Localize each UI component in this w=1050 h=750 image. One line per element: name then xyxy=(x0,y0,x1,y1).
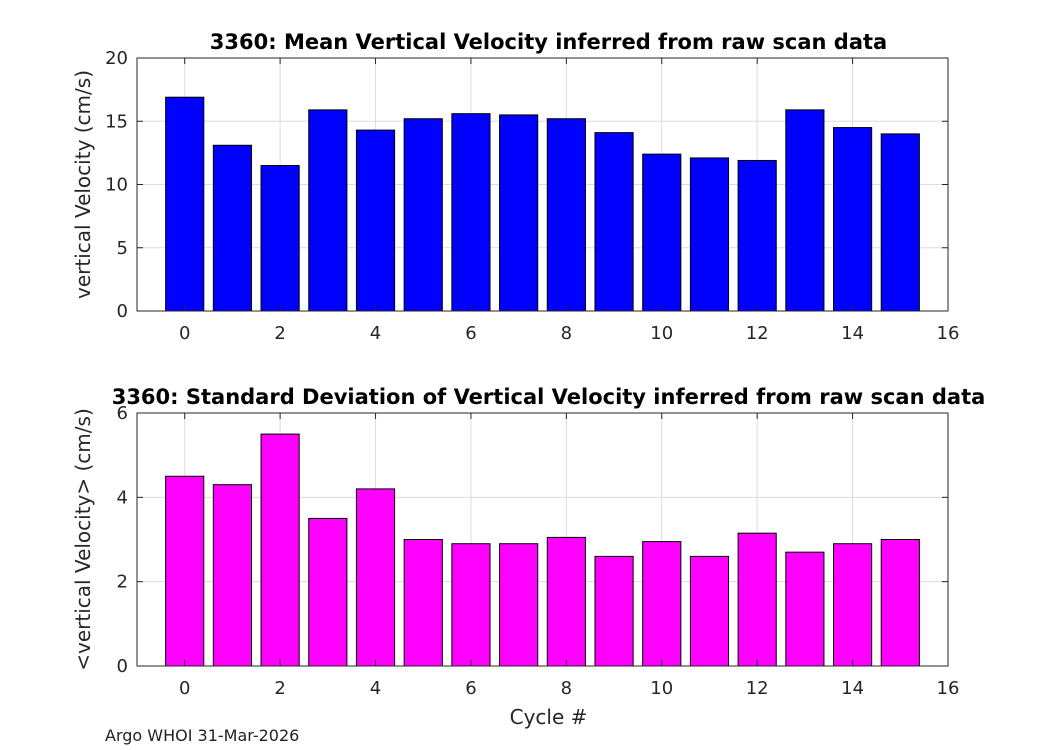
bar-cycle-5 xyxy=(403,118,443,312)
x-tick-label: 12 xyxy=(746,323,769,344)
y-tick-label: 0 xyxy=(117,301,128,322)
bar-cycle-8 xyxy=(546,536,586,667)
x-tick-label: 0 xyxy=(179,323,190,344)
x-tick-label: 14 xyxy=(841,323,864,344)
bar-cycle-14 xyxy=(833,127,873,312)
bar-cycle-0 xyxy=(165,475,205,667)
y-tick-label: 15 xyxy=(105,111,128,132)
bar-cycle-9 xyxy=(594,132,634,312)
bar-cycle-13 xyxy=(785,109,825,312)
bar-cycle-0 xyxy=(165,96,205,312)
bar-cycle-4 xyxy=(355,129,396,312)
bar-cycle-6 xyxy=(451,543,491,667)
y-tick-label: 6 xyxy=(117,403,128,424)
y-tick-label: 4 xyxy=(117,487,128,508)
bar-cycle-2 xyxy=(260,165,300,312)
bar-cycle-10 xyxy=(642,541,682,667)
y-tick-label: 10 xyxy=(105,175,128,196)
x-tick-label: 4 xyxy=(370,678,381,699)
y-tick-label: 2 xyxy=(117,572,128,593)
chart-title: 3360: Standard Deviation of Vertical Vel… xyxy=(112,385,986,409)
x-tick-label: 2 xyxy=(274,323,285,344)
bar-cycle-13 xyxy=(785,551,825,667)
bar-cycle-7 xyxy=(499,543,539,667)
bar-cycle-5 xyxy=(403,539,443,667)
y-axis-label: <vertical Velocity> (cm/s) xyxy=(71,408,95,671)
x-axis-label: Cycle # xyxy=(510,705,588,729)
x-tick-label: 4 xyxy=(370,323,381,344)
bar-cycle-11 xyxy=(689,555,730,667)
bar-cycle-7 xyxy=(499,114,539,312)
bar-cycle-12 xyxy=(737,532,777,667)
y-tick-label: 20 xyxy=(105,48,128,69)
plot-area xyxy=(137,413,948,666)
x-tick-label: 8 xyxy=(561,323,572,344)
x-tick-label: 0 xyxy=(179,678,190,699)
footer-credit: Argo WHOI 31-Mar-2026 xyxy=(105,726,300,745)
x-tick-label: 2 xyxy=(274,678,285,699)
bar-cycle-11 xyxy=(689,157,730,312)
bar-cycle-15 xyxy=(880,539,920,667)
x-tick-label: 6 xyxy=(465,323,476,344)
x-tick-label: 8 xyxy=(561,678,572,699)
chart-mean-velocity: 0 2 4 6 8 10 12 14 16 0 5 10 15 20 3360: Mean Vertical… xyxy=(71,30,959,344)
bar-cycle-6 xyxy=(451,113,491,312)
bar-cycle-1 xyxy=(212,144,252,312)
x-tick-label: 12 xyxy=(746,678,769,699)
y-axis-label: vertical Velocity (cm/s) xyxy=(71,70,95,299)
x-tick-label: 14 xyxy=(841,678,864,699)
x-tick-label: 16 xyxy=(937,678,960,699)
bar-cycle-9 xyxy=(594,555,634,667)
axes-box xyxy=(136,412,949,667)
x-tick-label: 10 xyxy=(650,323,673,344)
bar-cycle-4 xyxy=(355,488,396,667)
x-tick-label: 10 xyxy=(650,678,673,699)
bar-cycle-3 xyxy=(308,517,348,667)
y-tick-label: 0 xyxy=(117,656,128,677)
bar-cycle-10 xyxy=(642,153,682,312)
bar-cycle-14 xyxy=(833,543,873,667)
y-tick-label: 5 xyxy=(117,238,128,259)
bar-cycle-2 xyxy=(260,433,300,667)
chart-title: 3360: Mean Vertical Velocity inferred fr… xyxy=(210,30,887,54)
x-tick-label: 16 xyxy=(937,323,960,344)
x-tick-label: 6 xyxy=(465,678,476,699)
bar-cycle-1 xyxy=(212,484,252,667)
bar-cycle-15 xyxy=(880,133,920,312)
bar-cycle-3 xyxy=(308,109,348,312)
bar-cycle-12 xyxy=(737,159,777,312)
bar-cycle-8 xyxy=(546,118,586,312)
